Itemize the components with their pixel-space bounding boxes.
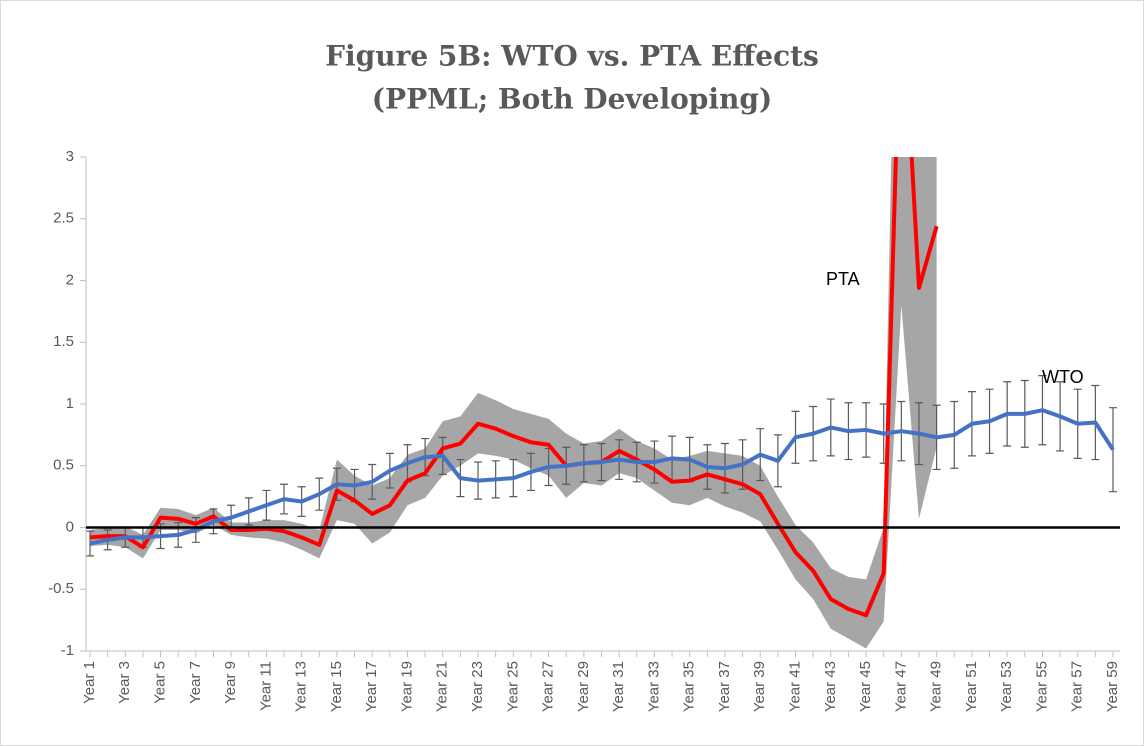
y-tick-label: 1.5 bbox=[53, 333, 74, 350]
x-tick-label: Year 37 bbox=[716, 661, 733, 712]
x-tick-label: Year 3 bbox=[116, 661, 133, 704]
x-tick-label: Year 9 bbox=[222, 661, 239, 704]
x-tick-label: Year 51 bbox=[963, 661, 980, 712]
x-tick-label: Year 31 bbox=[610, 661, 627, 712]
y-tick-label: 1 bbox=[66, 395, 74, 412]
x-tick-label: Year 47 bbox=[892, 661, 909, 712]
y-tick-label: -1 bbox=[61, 642, 74, 659]
x-tick-label: Year 17 bbox=[363, 661, 380, 712]
x-tick-label: Year 39 bbox=[751, 661, 768, 712]
x-tick-label: Year 53 bbox=[998, 661, 1015, 712]
x-tick-label: Year 21 bbox=[434, 661, 451, 712]
x-tick-label: Year 11 bbox=[257, 661, 274, 711]
x-tick-label: Year 49 bbox=[928, 661, 945, 712]
series-line bbox=[89, 157, 939, 618]
chart-title: Figure 5B: WTO vs. PTA Effects bbox=[325, 40, 819, 73]
chart-subtitle: (PPML; Both Developing) bbox=[372, 83, 772, 116]
x-tick-label: Year 59 bbox=[1104, 661, 1121, 712]
series-label: PTA bbox=[826, 269, 860, 289]
x-tick-label: Year 45 bbox=[857, 661, 874, 712]
plot-area bbox=[86, 157, 1117, 649]
y-tick-label: -0.5 bbox=[48, 580, 74, 597]
series-label: WTO bbox=[1042, 367, 1084, 387]
x-tick-label: Year 7 bbox=[187, 661, 204, 704]
y-tick-label: 2.5 bbox=[53, 210, 74, 227]
confidence-band bbox=[90, 157, 937, 649]
x-tick-label: Year 33 bbox=[645, 661, 662, 712]
x-tick-label: Year 1 bbox=[81, 661, 98, 704]
x-tick-label: Year 41 bbox=[786, 661, 803, 712]
x-tick-label: Year 23 bbox=[469, 661, 486, 712]
x-tick-label: Year 25 bbox=[504, 661, 521, 712]
x-tick-label: Year 15 bbox=[328, 661, 345, 712]
x-tick-label: Year 43 bbox=[822, 661, 839, 712]
x-tick-label: Year 35 bbox=[681, 661, 698, 712]
x-tick-label: Year 57 bbox=[1069, 661, 1086, 712]
y-tick-label: 2 bbox=[66, 271, 74, 288]
x-tick-label: Year 5 bbox=[152, 661, 169, 704]
series-line bbox=[89, 408, 1115, 546]
x-tick-label: Year 13 bbox=[293, 661, 310, 712]
x-tick-label: Year 27 bbox=[540, 661, 557, 712]
x-tick-label: Year 55 bbox=[1033, 661, 1050, 712]
x-tick-label: Year 29 bbox=[575, 661, 592, 712]
x-tick-label: Year 19 bbox=[398, 661, 415, 712]
y-tick-label: 3 bbox=[66, 148, 74, 165]
y-tick-label: 0.5 bbox=[53, 457, 74, 474]
y-tick-label: 0 bbox=[66, 518, 74, 535]
